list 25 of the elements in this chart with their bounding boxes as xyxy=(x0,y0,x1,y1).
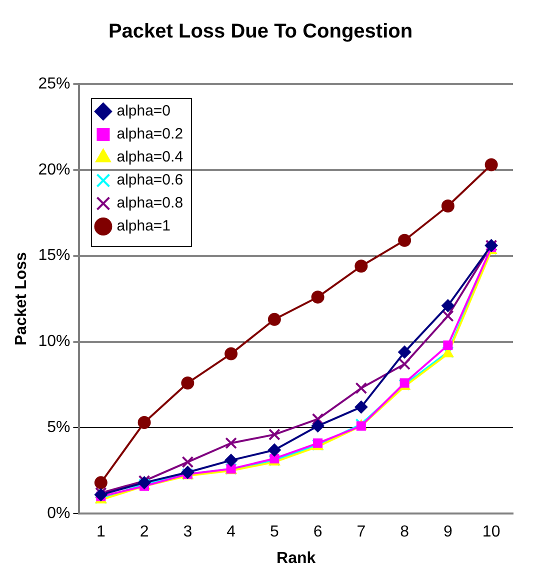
x-tick-label: 10 xyxy=(482,524,500,541)
x-tick-label: 9 xyxy=(443,524,452,541)
y-tick-label: 20% xyxy=(38,161,70,178)
y-tick-label: 0% xyxy=(47,505,70,522)
legend-label: alpha=1 xyxy=(116,218,171,235)
x-tick-label: 6 xyxy=(313,524,322,541)
y-tick-label: 15% xyxy=(38,247,70,264)
legend-label: alpha=0.6 xyxy=(116,172,184,189)
y-axis-title: Packet Loss xyxy=(13,252,30,346)
x-tick-label: 5 xyxy=(270,524,279,541)
y-tick-label: 25% xyxy=(38,75,70,92)
y-tick-label: 10% xyxy=(38,333,70,350)
x-tick-label: 7 xyxy=(356,524,366,541)
x-tick-label: 1 xyxy=(96,524,106,541)
legend-label: alpha=0.8 xyxy=(116,194,184,212)
y-tick-label: 5% xyxy=(47,419,70,436)
chart-title: Packet Loss Due To Congestion xyxy=(108,20,413,43)
legend-label: alpha=0.2 xyxy=(116,126,184,143)
legend-label: alpha=0.4 xyxy=(116,148,184,166)
legend-label: alpha=0 xyxy=(116,102,171,120)
x-tick-label: 3 xyxy=(183,524,192,541)
x-tick-label: 4 xyxy=(226,524,236,541)
x-axis-title: Rank xyxy=(276,550,316,567)
x-tick-label: 8 xyxy=(400,524,410,541)
x-tick-label: 2 xyxy=(140,524,149,541)
